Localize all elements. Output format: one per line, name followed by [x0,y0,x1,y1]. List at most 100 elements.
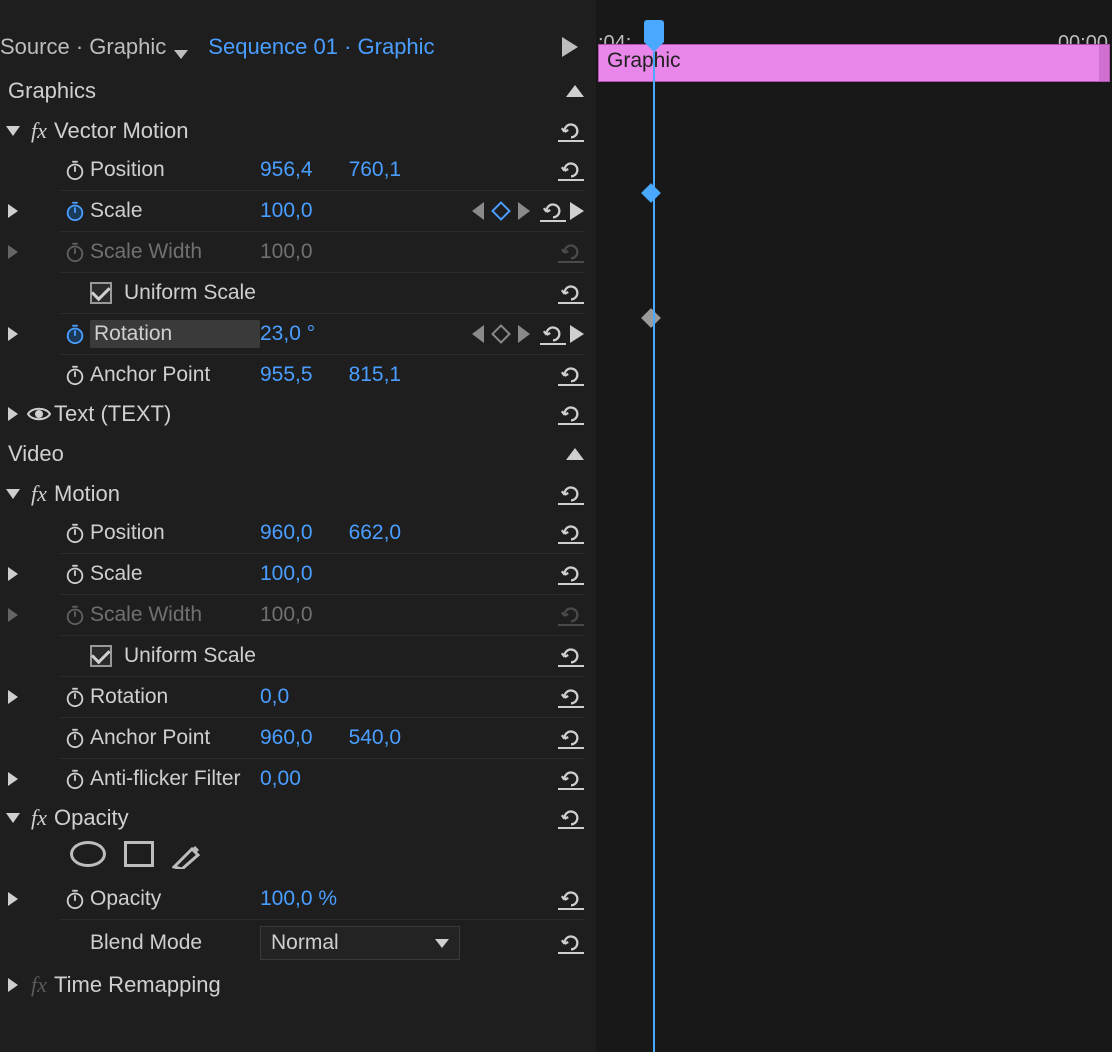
position-x-value[interactable]: 960,0 [260,521,313,545]
collapse-icon[interactable] [566,85,584,97]
keyframe-marker[interactable] [641,183,661,203]
reset-button[interactable] [540,200,566,222]
twirl-icon[interactable] [2,204,24,218]
prop-motion-antiflicker: Anti-flicker Filter 0,00 [0,759,596,799]
ellipse-mask-icon[interactable] [70,841,106,867]
stopwatch-icon[interactable] [60,522,90,544]
anchor-x-value[interactable]: 960,0 [260,726,313,750]
section-video[interactable]: Video [0,433,596,475]
effect-opacity[interactable]: fx Opacity [0,799,596,837]
reset-button[interactable] [558,686,584,708]
reset-button[interactable] [558,483,584,505]
reset-button[interactable] [540,323,566,345]
collapse-icon[interactable] [566,448,584,460]
reset-button[interactable] [558,645,584,667]
prop-vm-scale: Scale 100,0 [0,191,596,231]
stopwatch-icon[interactable] [60,200,90,222]
blend-mode-dropdown[interactable]: Normal [260,926,460,960]
twirl-icon[interactable] [2,489,24,499]
opacity-value[interactable]: 100,0 % [260,887,337,911]
sequence-label[interactable]: Sequence 01 · Graphic [208,34,434,60]
fx-icon[interactable]: fx [24,481,54,507]
scale-value[interactable]: 100,0 [260,562,313,586]
antiflicker-value[interactable]: 0,00 [260,767,301,791]
effect-motion[interactable]: fx Motion [0,475,596,513]
stopwatch-icon[interactable] [60,686,90,708]
stopwatch-icon[interactable] [60,364,90,386]
next-keyframe-icon[interactable] [518,325,530,343]
reset-button[interactable] [558,768,584,790]
position-x-value[interactable]: 956,4 [260,158,313,182]
anchor-x-value[interactable]: 955,5 [260,363,313,387]
twirl-icon[interactable] [2,608,24,622]
twirl-icon[interactable] [2,813,24,823]
anchor-y-value[interactable]: 815,1 [349,363,402,387]
reset-button[interactable] [558,120,584,142]
clip-label: Graphic [607,49,681,72]
next-keyframe-icon[interactable] [518,202,530,220]
prev-keyframe-icon[interactable] [472,325,484,343]
stopwatch-icon [60,241,90,263]
rotation-value[interactable]: 23,0 ° [260,322,315,346]
effect-text[interactable]: Text (TEXT) [0,395,596,433]
visibility-eye-icon[interactable] [24,404,54,424]
stopwatch-icon[interactable] [60,888,90,910]
uniform-scale-checkbox[interactable] [90,282,112,304]
twirl-icon[interactable] [2,978,24,992]
reset-button[interactable] [558,563,584,585]
source-dropdown-icon[interactable] [174,39,190,55]
reset-button[interactable] [558,932,584,954]
reset-button[interactable] [558,364,584,386]
twirl-icon[interactable] [2,327,24,341]
prop-blend-mode: Blend Mode Normal [0,920,596,966]
reset-button[interactable] [558,282,584,304]
stopwatch-icon[interactable] [60,727,90,749]
reset-button[interactable] [558,807,584,829]
keyframe-timeline[interactable]: :04: 00:00 Graphic [596,0,1112,1052]
keyframe-marker[interactable] [641,308,661,328]
anchor-y-value[interactable]: 540,0 [349,726,402,750]
rotation-value[interactable]: 0,0 [260,685,289,709]
effect-name: Text (TEXT) [54,401,558,427]
pen-mask-icon[interactable] [172,841,202,869]
stopwatch-icon[interactable] [60,323,90,345]
stopwatch-icon[interactable] [60,768,90,790]
fx-icon[interactable]: fx [24,805,54,831]
twirl-icon[interactable] [2,892,24,906]
add-keyframe-icon[interactable] [491,201,511,221]
playhead-head-icon[interactable] [644,20,664,42]
fx-icon[interactable]: fx [24,972,54,998]
fx-icon[interactable]: fx [24,118,54,144]
reset-button[interactable] [558,522,584,544]
twirl-icon[interactable] [2,567,24,581]
reset-button[interactable] [558,888,584,910]
twirl-icon[interactable] [2,245,24,259]
prop-motion-rotation: Rotation 0,0 [0,677,596,717]
prev-keyframe-icon[interactable] [472,202,484,220]
uniform-scale-checkbox[interactable] [90,645,112,667]
reset-button[interactable] [558,727,584,749]
stopwatch-icon[interactable] [60,563,90,585]
effect-vector-motion[interactable]: fx Vector Motion [0,112,596,150]
scale-value[interactable]: 100,0 [260,199,313,223]
keyframe-nav [472,202,530,220]
twirl-icon[interactable] [2,772,24,786]
position-y-value[interactable]: 760,1 [349,158,402,182]
go-keyframe-icon[interactable] [570,202,584,220]
stopwatch-icon[interactable] [60,159,90,181]
reset-button[interactable] [558,403,584,425]
section-graphics[interactable]: Graphics [0,70,596,112]
play-icon[interactable] [562,37,578,57]
add-keyframe-icon[interactable] [491,324,511,344]
twirl-icon[interactable] [2,407,24,421]
clip-bar[interactable]: Graphic [598,44,1110,82]
source-label: Source · Graphic [0,34,166,60]
position-y-value[interactable]: 662,0 [349,521,402,545]
reset-button[interactable] [558,159,584,181]
playhead[interactable] [644,20,664,42]
rectangle-mask-icon[interactable] [124,841,154,867]
go-keyframe-icon[interactable] [570,325,584,343]
twirl-icon[interactable] [2,126,24,136]
effect-time-remapping[interactable]: fx Time Remapping [0,966,596,1004]
twirl-icon[interactable] [2,690,24,704]
